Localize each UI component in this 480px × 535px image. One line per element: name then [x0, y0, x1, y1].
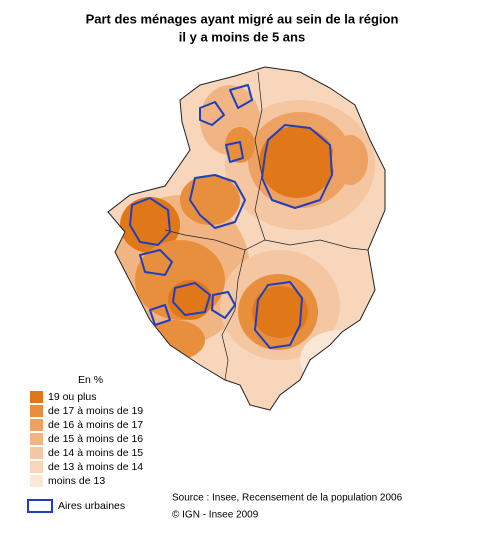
urban-areas: [129, 84, 333, 349]
urban-area: [229, 84, 253, 109]
urban-area: [225, 141, 244, 163]
legend-title: En %: [78, 374, 103, 386]
urban-area: [189, 174, 246, 229]
urban-area: [172, 282, 211, 316]
legend-label: de 16 à moins de 17: [48, 419, 143, 431]
urban-area: [254, 281, 303, 349]
choropleth: [108, 67, 385, 410]
department-border: [164, 71, 266, 251]
area: [252, 286, 308, 338]
legend-label: de 17 à moins de 19: [48, 405, 143, 417]
area: [259, 126, 335, 198]
legend: 19 ou plus de 17 à moins de 19 de 16 à moi…: [30, 391, 143, 487]
region-border: [107, 66, 386, 411]
legend-swatch: [30, 419, 43, 431]
legend-label: moins de 13: [48, 475, 105, 487]
source: Source : Insee, Recensement de la popula…: [172, 493, 403, 504]
source: © IGN - Insee 2009: [172, 510, 259, 521]
urban-area: [211, 291, 236, 319]
title: il y a moins de 5 ans: [179, 29, 305, 44]
legend-label: Aires urbaines: [58, 500, 125, 512]
legend-swatch: [30, 391, 43, 403]
department-border: [264, 239, 369, 251]
area: [168, 280, 212, 320]
legend-swatch: [30, 447, 43, 459]
legend-swatch: [30, 405, 43, 417]
area: [180, 175, 240, 225]
urban-area: [199, 101, 225, 126]
legend-label: de 13 à moins de 14: [48, 461, 143, 473]
legend-label: de 15 à moins de 16: [48, 433, 143, 445]
urban-area: [139, 249, 173, 276]
legend-swatch: [30, 461, 43, 473]
title: Part des ménages ayant migré au sein de …: [86, 11, 399, 26]
area: [120, 197, 180, 253]
area: [332, 135, 368, 185]
urban-area: [261, 124, 333, 209]
area: [300, 330, 380, 390]
urban-area: [129, 197, 171, 246]
department-border: [221, 249, 246, 381]
area: [145, 320, 205, 360]
legend-swatch: [27, 499, 53, 513]
urban-area: [149, 304, 171, 326]
legend-swatch: [30, 433, 43, 445]
legend-swatch: [30, 475, 43, 487]
legend-label: de 14 à moins de 15: [48, 447, 143, 459]
legend-label: 19 ou plus: [48, 391, 96, 403]
